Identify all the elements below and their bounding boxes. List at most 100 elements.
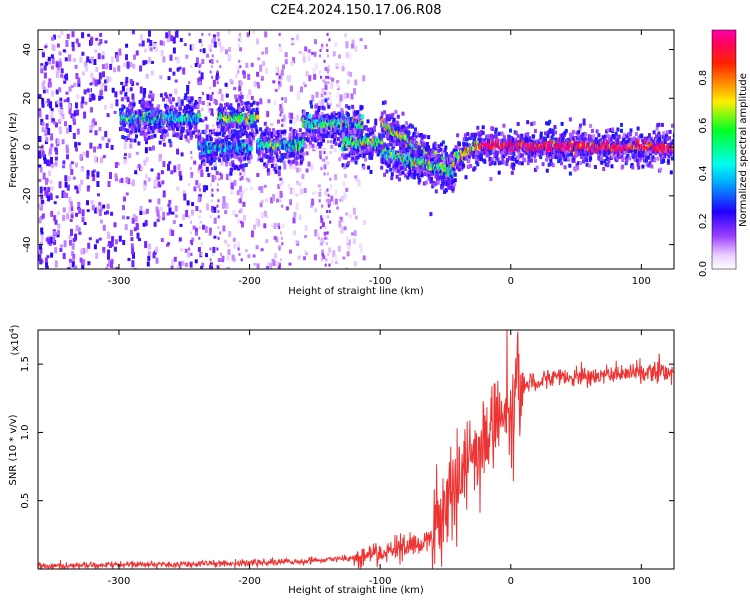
spectrogram-noise-cell [277, 184, 281, 189]
spectrogram-noise-cell [309, 203, 313, 209]
spectrogram-track-halo [407, 124, 411, 129]
spectrogram-track-halo [411, 124, 414, 129]
spectrogram-track-halo [318, 114, 322, 119]
spectrogram-noise-cell [256, 82, 260, 85]
spectrogram-noise-cell [139, 209, 143, 215]
spectrogram-noise-cell [49, 146, 53, 151]
spectrogram-track-halo [280, 107, 284, 112]
spectrogram-track-halo [199, 164, 203, 169]
spectrogram-track-halo [392, 168, 396, 173]
spectrogram-track-halo [373, 126, 376, 131]
spectrogram-noise-cell [211, 175, 215, 182]
spectrogram-noise-cell [311, 51, 315, 55]
spectrogram-noise-cell [114, 176, 118, 182]
spectrogram-noise-cell [213, 41, 217, 48]
spectrogram-noise-cell [202, 48, 206, 54]
spectrogram-noise-cell [147, 251, 151, 257]
spectrogram-stripe-cell [238, 252, 241, 256]
spectrogram-track-halo [230, 120, 233, 125]
spectrogram-track-halo [418, 168, 422, 173]
spectrogram-noise-cell [184, 248, 188, 253]
spectrogram-noise-cell [42, 90, 46, 93]
spectrogram-track-halo [225, 122, 229, 127]
spectrogram-noise-cell [144, 220, 148, 227]
spectrogram-noise-cell [77, 201, 81, 207]
spectrogram-noise-cell [39, 245, 42, 250]
spectrogram-track-halo [248, 136, 252, 141]
spectrogram-track-halo [249, 140, 253, 145]
spectrogram-track-halo [427, 168, 431, 173]
spectrogram-track-halo [218, 131, 222, 136]
spectrogram-noise-cell [104, 40, 108, 44]
spectrogram-track-halo [457, 167, 461, 172]
spectrogram-track-halo [358, 113, 362, 118]
spectrogram-noise-cell [162, 217, 166, 221]
spectrogram-noise-cell [142, 92, 146, 98]
spectrogram-track-halo [313, 133, 317, 137]
spectrogram-track-halo [476, 125, 480, 130]
spectrogram-track-halo [368, 151, 372, 156]
spectrogram-noise-cell [171, 230, 175, 236]
spectrogram-track-halo [338, 143, 341, 148]
spectrogram-track-halo [127, 134, 131, 139]
spectrogram-track-halo [231, 133, 235, 138]
spectrogram-noise-cell [205, 124, 209, 130]
spectrogram-noise-cell [317, 184, 321, 188]
spectrogram-track-halo [413, 140, 417, 145]
spectrogram-noise-cell [334, 42, 338, 47]
spectrogram-noise-cell [189, 239, 193, 244]
spectrogram-track-halo [240, 164, 244, 169]
spectrogram-track-halo [481, 130, 485, 135]
spectrogram-track-halo [374, 121, 378, 126]
spectrogram-noise-cell [320, 237, 324, 242]
spectrogram-track-halo [287, 152, 290, 157]
spectrogram-noise-cell [332, 250, 336, 258]
spectrogram-track-halo [470, 135, 474, 140]
spectrogram-noise-cell [146, 261, 150, 267]
spectrogram-track-halo [251, 123, 255, 128]
spectrogram-noise-cell [296, 114, 300, 121]
spectrogram-track-halo [229, 162, 233, 166]
spectrogram-noise-cell [240, 191, 243, 199]
spectrogram-track-halo [243, 125, 246, 130]
spectrogram-noise-cell [131, 217, 135, 224]
spectrogram-noise-cell [130, 243, 134, 248]
spectrogram-noise-cell [85, 150, 89, 158]
spectrogram-noise-cell [123, 196, 126, 202]
spectrogram-noise-cell [351, 107, 355, 114]
spectrogram-track-halo [497, 170, 501, 175]
spectrogram-noise-cell [296, 167, 300, 173]
spectrogram-noise-cell [298, 214, 302, 220]
spectrogram-noise-cell [41, 50, 45, 54]
spectrogram-noise-cell [167, 76, 171, 81]
spectrogram-track-halo [223, 121, 227, 125]
spectrogram-noise-cell [89, 142, 93, 149]
spectrogram-track-halo [226, 157, 230, 162]
spectrogram-noise-cell [50, 210, 54, 217]
spectrogram-track-halo [390, 137, 394, 142]
spectrogram-stripe-cell [208, 32, 211, 36]
spectrogram-track-halo [387, 163, 391, 168]
spectrogram-track-halo [367, 127, 371, 132]
spectrogram-noise-cell [302, 81, 306, 86]
spectrogram-noise-cell [290, 60, 294, 66]
spectrogram-noise-cell [148, 146, 152, 151]
spectrogram-track-halo [152, 112, 156, 116]
spectrogram-noise-cell [210, 190, 214, 196]
spectrogram-track-halo [246, 125, 250, 130]
spectrogram-track-halo [334, 127, 338, 132]
spectrogram-noise-cell [62, 165, 66, 169]
spectrogram-noise-cell [341, 62, 345, 67]
spectrogram-track-halo [253, 132, 257, 137]
spectrogram-noise-cell [52, 44, 56, 51]
spectrogram-noise-cell [168, 207, 172, 215]
spectrogram-noise-cell [93, 156, 97, 163]
spectrogram-noise-cell [142, 60, 146, 66]
spectrogram-noise-cell [273, 235, 277, 240]
spectrogram-stripe-cell [216, 59, 219, 63]
spectrogram-track-halo [290, 128, 294, 133]
spectrogram-noise-cell [40, 118, 44, 125]
spectrogram-track-halo [462, 163, 466, 168]
spectrogram-noise-cell [300, 116, 304, 122]
